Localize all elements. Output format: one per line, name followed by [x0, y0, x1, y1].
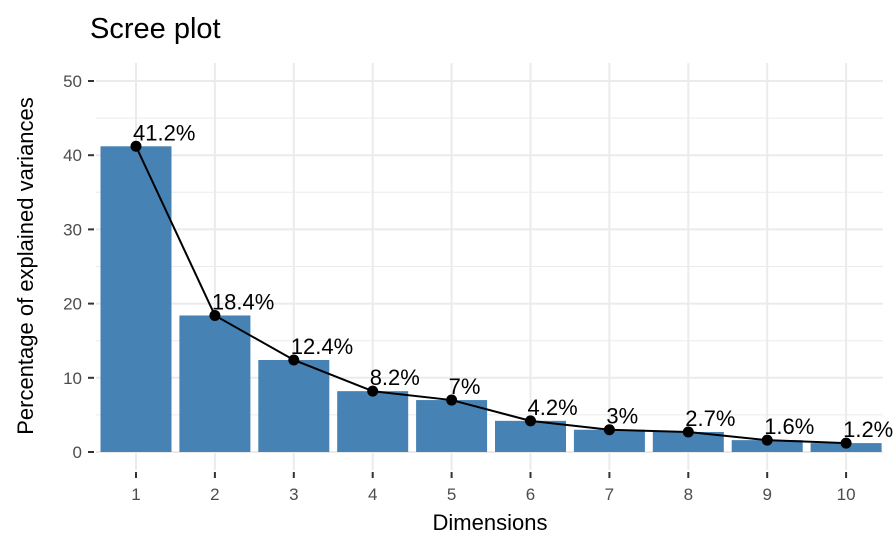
- point-5: [446, 394, 458, 406]
- variance-line: [135, 145, 847, 445]
- x-tick-label: 3: [289, 485, 298, 504]
- point-4: [367, 385, 379, 397]
- point-10: [840, 437, 852, 449]
- bar-5: [416, 400, 488, 452]
- x-tick-label: 1: [131, 485, 140, 504]
- x-axis-title: Dimensions: [433, 510, 548, 535]
- y-axis-ticks: 0 10 20 30 40 50: [63, 72, 94, 462]
- x-tick-label: 2: [210, 485, 219, 504]
- x-tick-label: 4: [368, 485, 377, 504]
- data-label-1: 41.2%: [133, 120, 195, 145]
- point-7: [603, 424, 615, 436]
- x-tick-label: 5: [447, 485, 456, 504]
- bar-1: [100, 146, 172, 452]
- data-label-6: 4.2%: [528, 395, 578, 420]
- x-tick-label: 8: [684, 485, 693, 504]
- y-tick-label: 20: [63, 295, 82, 314]
- y-tick-label: 30: [63, 220, 82, 239]
- x-tick-label: 6: [526, 485, 535, 504]
- x-tick-label: 9: [762, 485, 771, 504]
- point-6: [525, 415, 536, 427]
- point-8: [682, 426, 694, 438]
- point-3: [288, 354, 300, 366]
- data-label-9: 1.6%: [764, 414, 814, 439]
- points: [130, 140, 852, 449]
- data-label-5: 7%: [449, 374, 481, 399]
- point-2: [209, 309, 221, 321]
- data-labels: 41.2% 18.4% 12.4% 8.2% 7% 4.2% 3% 2.7% 1.6% 1.2%: [133, 120, 893, 442]
- y-tick-label: 10: [63, 369, 82, 388]
- x-tick-label: 10: [837, 485, 856, 504]
- y-tick-label: 0: [73, 443, 82, 462]
- bar-2: [179, 315, 251, 452]
- bar-8: [652, 431, 724, 452]
- data-label-2: 18.4%: [212, 289, 274, 314]
- bar-4: [337, 391, 409, 452]
- chart-title: Scree plot: [90, 13, 221, 45]
- x-tick-label: 7: [605, 485, 614, 504]
- y-tick-label: 50: [63, 72, 82, 91]
- data-label-4: 8.2%: [370, 365, 420, 390]
- point-9: [761, 434, 773, 446]
- data-label-8: 2.7%: [685, 406, 735, 431]
- bar-7: [573, 429, 645, 452]
- data-label-10: 1.2%: [843, 417, 893, 442]
- x-axis-ticks: 1 2 3 4 5 6 7 8 9 10: [131, 472, 856, 504]
- data-label-3: 12.4%: [291, 334, 353, 359]
- bar-9: [731, 440, 803, 452]
- data-label-7: 3%: [606, 404, 638, 429]
- y-axis-title: Percentage of explained variances: [13, 97, 38, 435]
- point-1: [130, 140, 142, 152]
- y-tick-label: 40: [63, 146, 82, 165]
- bar-3: [258, 359, 330, 452]
